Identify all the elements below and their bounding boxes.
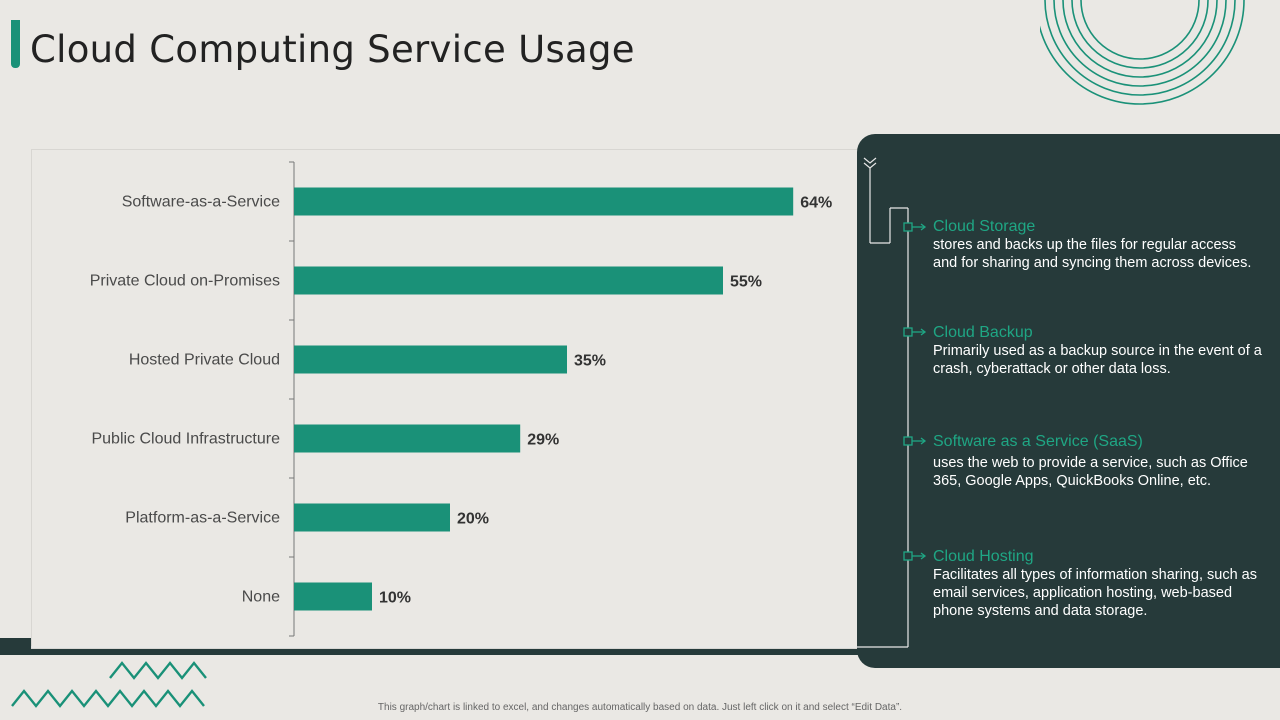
- value-label: 29%: [527, 432, 559, 449]
- title-accent-bar: [11, 20, 20, 68]
- info-panel: [857, 134, 1280, 668]
- feature-cloud-backup: Cloud Backup Primarily used as a backup …: [933, 323, 1263, 378]
- bar: [294, 503, 450, 532]
- bar: [294, 345, 567, 374]
- feature-saas: Software as a Service (SaaS) uses the we…: [933, 432, 1263, 490]
- value-label: 35%: [574, 353, 606, 370]
- bar: [294, 424, 521, 453]
- feature-title: Cloud Storage: [933, 218, 1036, 235]
- value-label: 55%: [730, 274, 762, 291]
- category-label: Public Cloud Infrastructure: [91, 431, 280, 448]
- category-label: None: [242, 589, 280, 606]
- chart-frame: Software-as-a-Service 64% Private Cloud on…: [31, 149, 859, 649]
- feature-description: Primarily used as a backup source in the…: [933, 343, 1262, 377]
- value-label: 20%: [457, 511, 489, 528]
- feature-title: Cloud Backup: [933, 324, 1033, 341]
- bar: [294, 582, 372, 611]
- feature-description: uses the web to provide a service, such …: [933, 455, 1248, 489]
- bar: [294, 187, 794, 216]
- footnote: This graph/chart is linked to excel, and…: [377, 702, 903, 713]
- feature-cloud-hosting: Cloud Hosting Facilitates all types of i…: [933, 547, 1263, 620]
- category-label: Hosted Private Cloud: [129, 352, 280, 369]
- bar-chart: Software-as-a-Service 64% Private Cloud on…: [90, 161, 832, 637]
- feature-description: Facilitates all types of information sha…: [933, 567, 1257, 619]
- bar: [294, 266, 723, 295]
- page-title: Cloud Computing Service Usage: [30, 28, 635, 71]
- category-label: Private Cloud on-Promises: [90, 273, 280, 290]
- category-label: Software-as-a-Service: [122, 194, 280, 211]
- value-label: 10%: [379, 590, 411, 607]
- feature-title: Cloud Hosting: [933, 548, 1034, 565]
- value-label: 64%: [800, 195, 832, 212]
- feature-title: Software as a Service (SaaS): [933, 433, 1143, 450]
- feature-description: stores and backs up the files for regula…: [933, 237, 1252, 271]
- decorative-circles: [1040, 0, 1245, 105]
- feature-cloud-storage: Cloud Storage stores and backs up the fi…: [933, 217, 1263, 272]
- category-label: Platform-as-a-Service: [125, 510, 280, 527]
